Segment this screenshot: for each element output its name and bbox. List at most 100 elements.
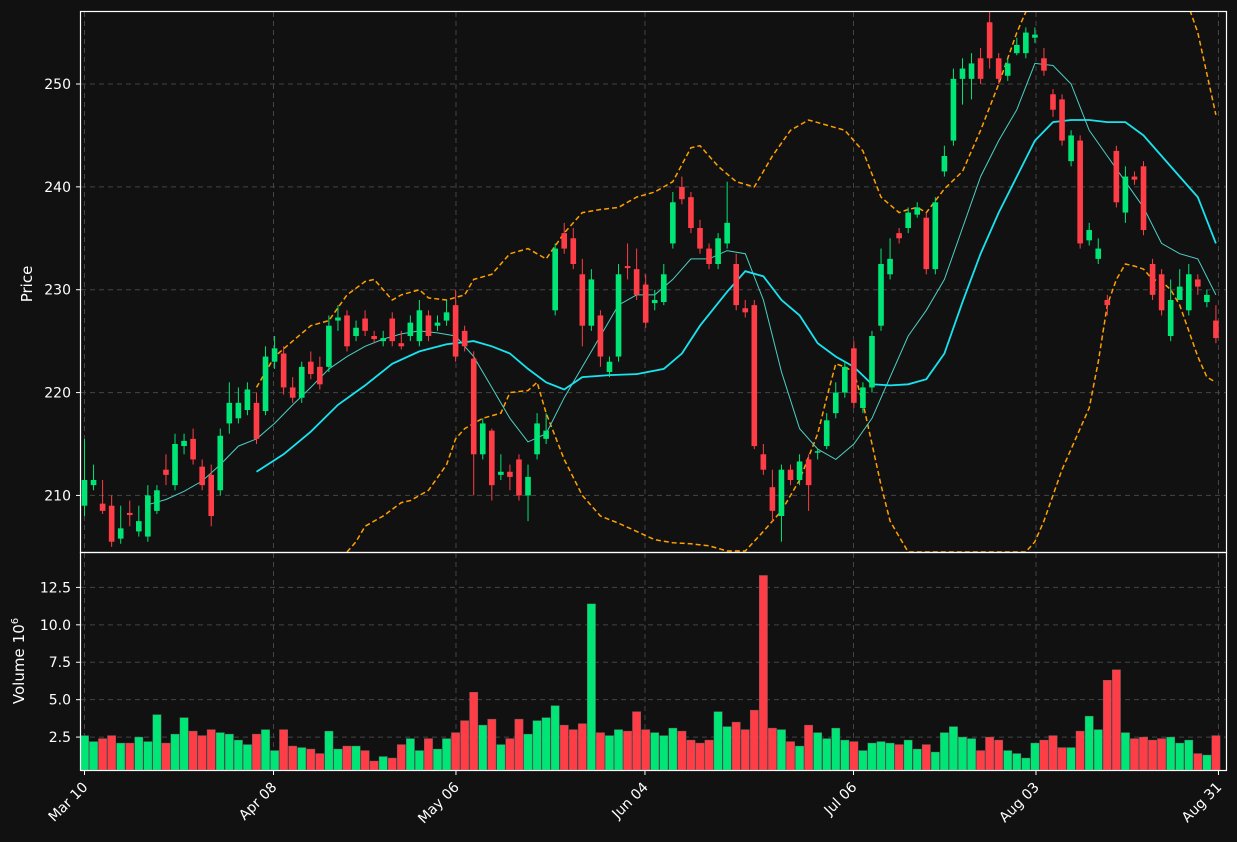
candle-body — [543, 430, 549, 439]
volume-bar — [478, 724, 488, 771]
candle-body — [1004, 63, 1011, 76]
candle-body — [688, 197, 694, 228]
candle-body — [172, 444, 178, 486]
candle-body — [344, 315, 350, 347]
volume-bar — [568, 729, 578, 771]
volume-bar — [740, 729, 750, 771]
candle-body — [923, 217, 930, 270]
price-tick-label: 240 — [44, 180, 71, 196]
candle-body — [181, 440, 187, 447]
volume-bar — [424, 738, 433, 771]
candle-body — [244, 389, 251, 411]
volume-panel: 2.5 5.0 7.5 10.0 12.5 Volume106 — [10, 553, 1226, 771]
volume-bar — [1148, 739, 1157, 771]
volume-bar — [1211, 735, 1221, 771]
volume-y-ticks: 2.5 5.0 7.5 10.0 12.5 — [40, 580, 81, 746]
candle-body — [117, 528, 124, 539]
volume-bar — [632, 711, 641, 771]
volume-bar — [985, 736, 995, 771]
candle-body — [579, 274, 586, 326]
volume-bar — [921, 744, 931, 771]
volume-bar — [641, 729, 651, 771]
candle-body — [407, 322, 414, 336]
volume-bar — [224, 733, 234, 771]
candle-body — [434, 322, 441, 326]
volume-bar — [197, 735, 207, 771]
volume-bar — [378, 756, 388, 771]
candle-body — [307, 361, 314, 375]
candle-body — [1050, 94, 1056, 110]
candle-body — [760, 454, 767, 470]
price-panel: 210 220 230 240 250 Price — [18, 12, 1226, 552]
volume-bar — [206, 729, 216, 771]
candle-body — [425, 315, 432, 336]
volume-bar — [958, 736, 967, 771]
volume-bar — [1102, 680, 1112, 771]
volume-bar — [768, 727, 777, 771]
price-y-ticks: 210 220 230 240 250 — [44, 77, 81, 504]
candle-body — [742, 308, 749, 313]
volume-bar — [243, 744, 252, 771]
volume-bar — [532, 720, 542, 771]
candle-body — [950, 78, 957, 141]
volume-bar — [387, 757, 397, 771]
candle-body — [651, 300, 658, 304]
volume-bar — [1130, 738, 1139, 771]
volume-bar — [279, 729, 288, 771]
volume-bar — [1084, 715, 1094, 771]
volume-bar — [514, 718, 524, 771]
candle-body — [452, 305, 459, 357]
candle-body — [670, 202, 676, 244]
candle-body — [1032, 34, 1038, 38]
volume-bar — [288, 745, 298, 771]
volume-bar — [876, 741, 886, 771]
volume-bar — [650, 732, 660, 771]
volume-bar — [849, 741, 859, 771]
candle-body — [1176, 286, 1183, 300]
volume-bar — [1030, 742, 1040, 771]
volume-bar — [677, 730, 687, 771]
volume-bar — [577, 723, 587, 771]
candle-body — [986, 22, 993, 59]
volume-bar — [713, 711, 723, 771]
candle-body — [1068, 135, 1074, 162]
volume-bar — [433, 748, 442, 771]
volume-bar — [415, 750, 424, 771]
volume-bar — [396, 744, 406, 771]
candle-body — [1122, 176, 1129, 213]
volume-bar — [885, 742, 895, 771]
candle-body — [371, 336, 377, 340]
volume-bar — [976, 750, 985, 771]
candle-body — [561, 233, 568, 249]
candle-body — [1104, 300, 1111, 306]
candle-body — [823, 420, 830, 447]
candle-body — [289, 387, 296, 398]
volume-bar — [867, 742, 877, 771]
volume-bar — [297, 747, 307, 771]
volume-bar — [659, 735, 669, 771]
candle-body — [941, 156, 948, 172]
volume-bar — [668, 727, 678, 771]
volume-bar — [1184, 739, 1194, 771]
candle-body — [498, 471, 504, 475]
volume-bar — [1121, 732, 1130, 771]
volume-bar — [786, 741, 795, 771]
candle-body — [516, 459, 522, 496]
candle-body — [606, 361, 613, 372]
candle-body — [914, 207, 921, 215]
volume-bar — [894, 744, 904, 771]
volume-tick-label: 5.0 — [49, 693, 71, 709]
volume-bar — [930, 751, 940, 771]
candle-body — [642, 284, 649, 323]
volume-bar — [777, 729, 786, 771]
candle-body — [443, 312, 450, 321]
volume-bar — [1048, 735, 1058, 771]
volume-bar — [152, 714, 162, 771]
candle-body — [1213, 320, 1219, 339]
candle-body — [1158, 274, 1165, 311]
volume-bar — [1012, 753, 1022, 771]
candle-body — [977, 58, 984, 79]
volume-bar — [342, 745, 352, 771]
volume-bar — [795, 745, 804, 771]
candle-body — [1077, 140, 1083, 244]
